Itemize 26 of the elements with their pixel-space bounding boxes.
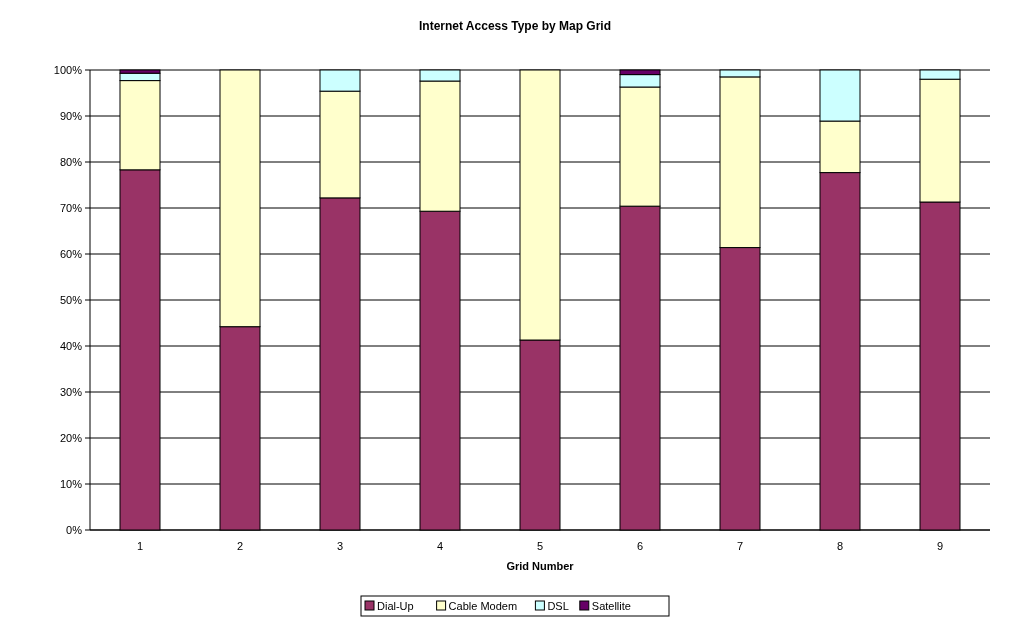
x-axis-title: Grid Number [506, 560, 575, 572]
y-tick-label: 70% [59, 201, 83, 214]
chart-title: Internet Access Type by Map Grid [418, 19, 612, 33]
legend-label: Satellite [591, 599, 631, 612]
x-tick-label: 5 [536, 540, 544, 552]
y-tick-label: 50% [59, 293, 83, 306]
x-tick-label: 1 [136, 540, 144, 552]
y-tick-label: 60% [59, 247, 83, 260]
y-tick-label: 10% [59, 477, 83, 490]
legend-label: Cable Modem [448, 599, 518, 612]
y-tick-label: 100% [53, 63, 83, 76]
y-tick-label: 20% [59, 431, 83, 444]
x-tick-label: 9 [936, 540, 944, 552]
y-tick-label: 40% [59, 339, 83, 352]
y-tick-label: 30% [59, 385, 83, 398]
x-tick-label: 6 [636, 540, 644, 552]
y-tick-label: 80% [59, 155, 83, 168]
x-tick-label: 3 [336, 540, 344, 552]
x-tick-label: 2 [236, 540, 244, 552]
y-tick-label: 90% [59, 109, 83, 122]
x-tick-label: 8 [836, 540, 844, 552]
x-tick-label: 7 [736, 540, 744, 552]
legend-label: Dial-Up [377, 599, 414, 612]
legend-label: DSL [547, 599, 569, 612]
y-tick-label: 0% [66, 523, 83, 536]
x-tick-label: 4 [436, 540, 444, 552]
